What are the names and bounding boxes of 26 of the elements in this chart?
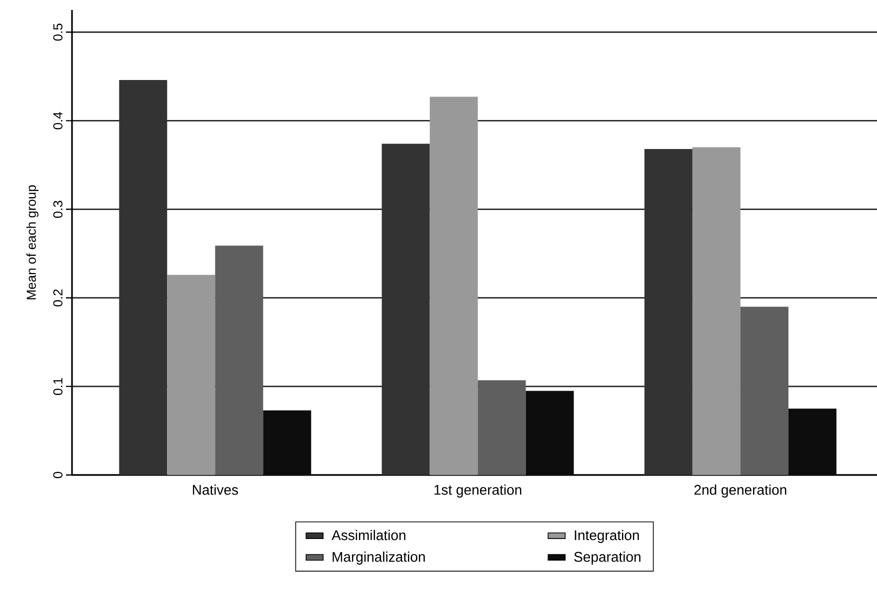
bar <box>263 410 312 475</box>
x-tick-label: 2nd generation <box>694 484 786 498</box>
bar <box>644 149 692 475</box>
legend-label: Marginalization <box>332 552 425 565</box>
y-tick-label: 0.2 <box>53 289 62 306</box>
bar <box>215 246 264 475</box>
bar <box>692 147 740 475</box>
y-axis-title: Mean of each group <box>26 185 38 300</box>
bar <box>167 274 216 475</box>
legend-label: Separation <box>574 552 640 565</box>
y-tick-label: 0.3 <box>53 200 62 218</box>
y-tick-label: 0 <box>53 472 62 478</box>
y-tick-label: 0.5 <box>53 24 62 41</box>
bar <box>740 306 788 475</box>
bar <box>788 408 836 475</box>
x-tick-label: Natives <box>192 484 238 495</box>
bar <box>382 144 430 475</box>
bar <box>526 390 574 475</box>
bar <box>119 80 168 475</box>
y-tick-label: 0.1 <box>53 378 62 395</box>
y-tick-label: 0.4 <box>53 112 62 130</box>
legend-label: Integration <box>574 530 639 543</box>
bar <box>430 96 478 475</box>
x-tick-label: 1st generation <box>434 484 522 498</box>
bar <box>478 380 526 475</box>
legend-label: Assimilation <box>332 530 406 540</box>
